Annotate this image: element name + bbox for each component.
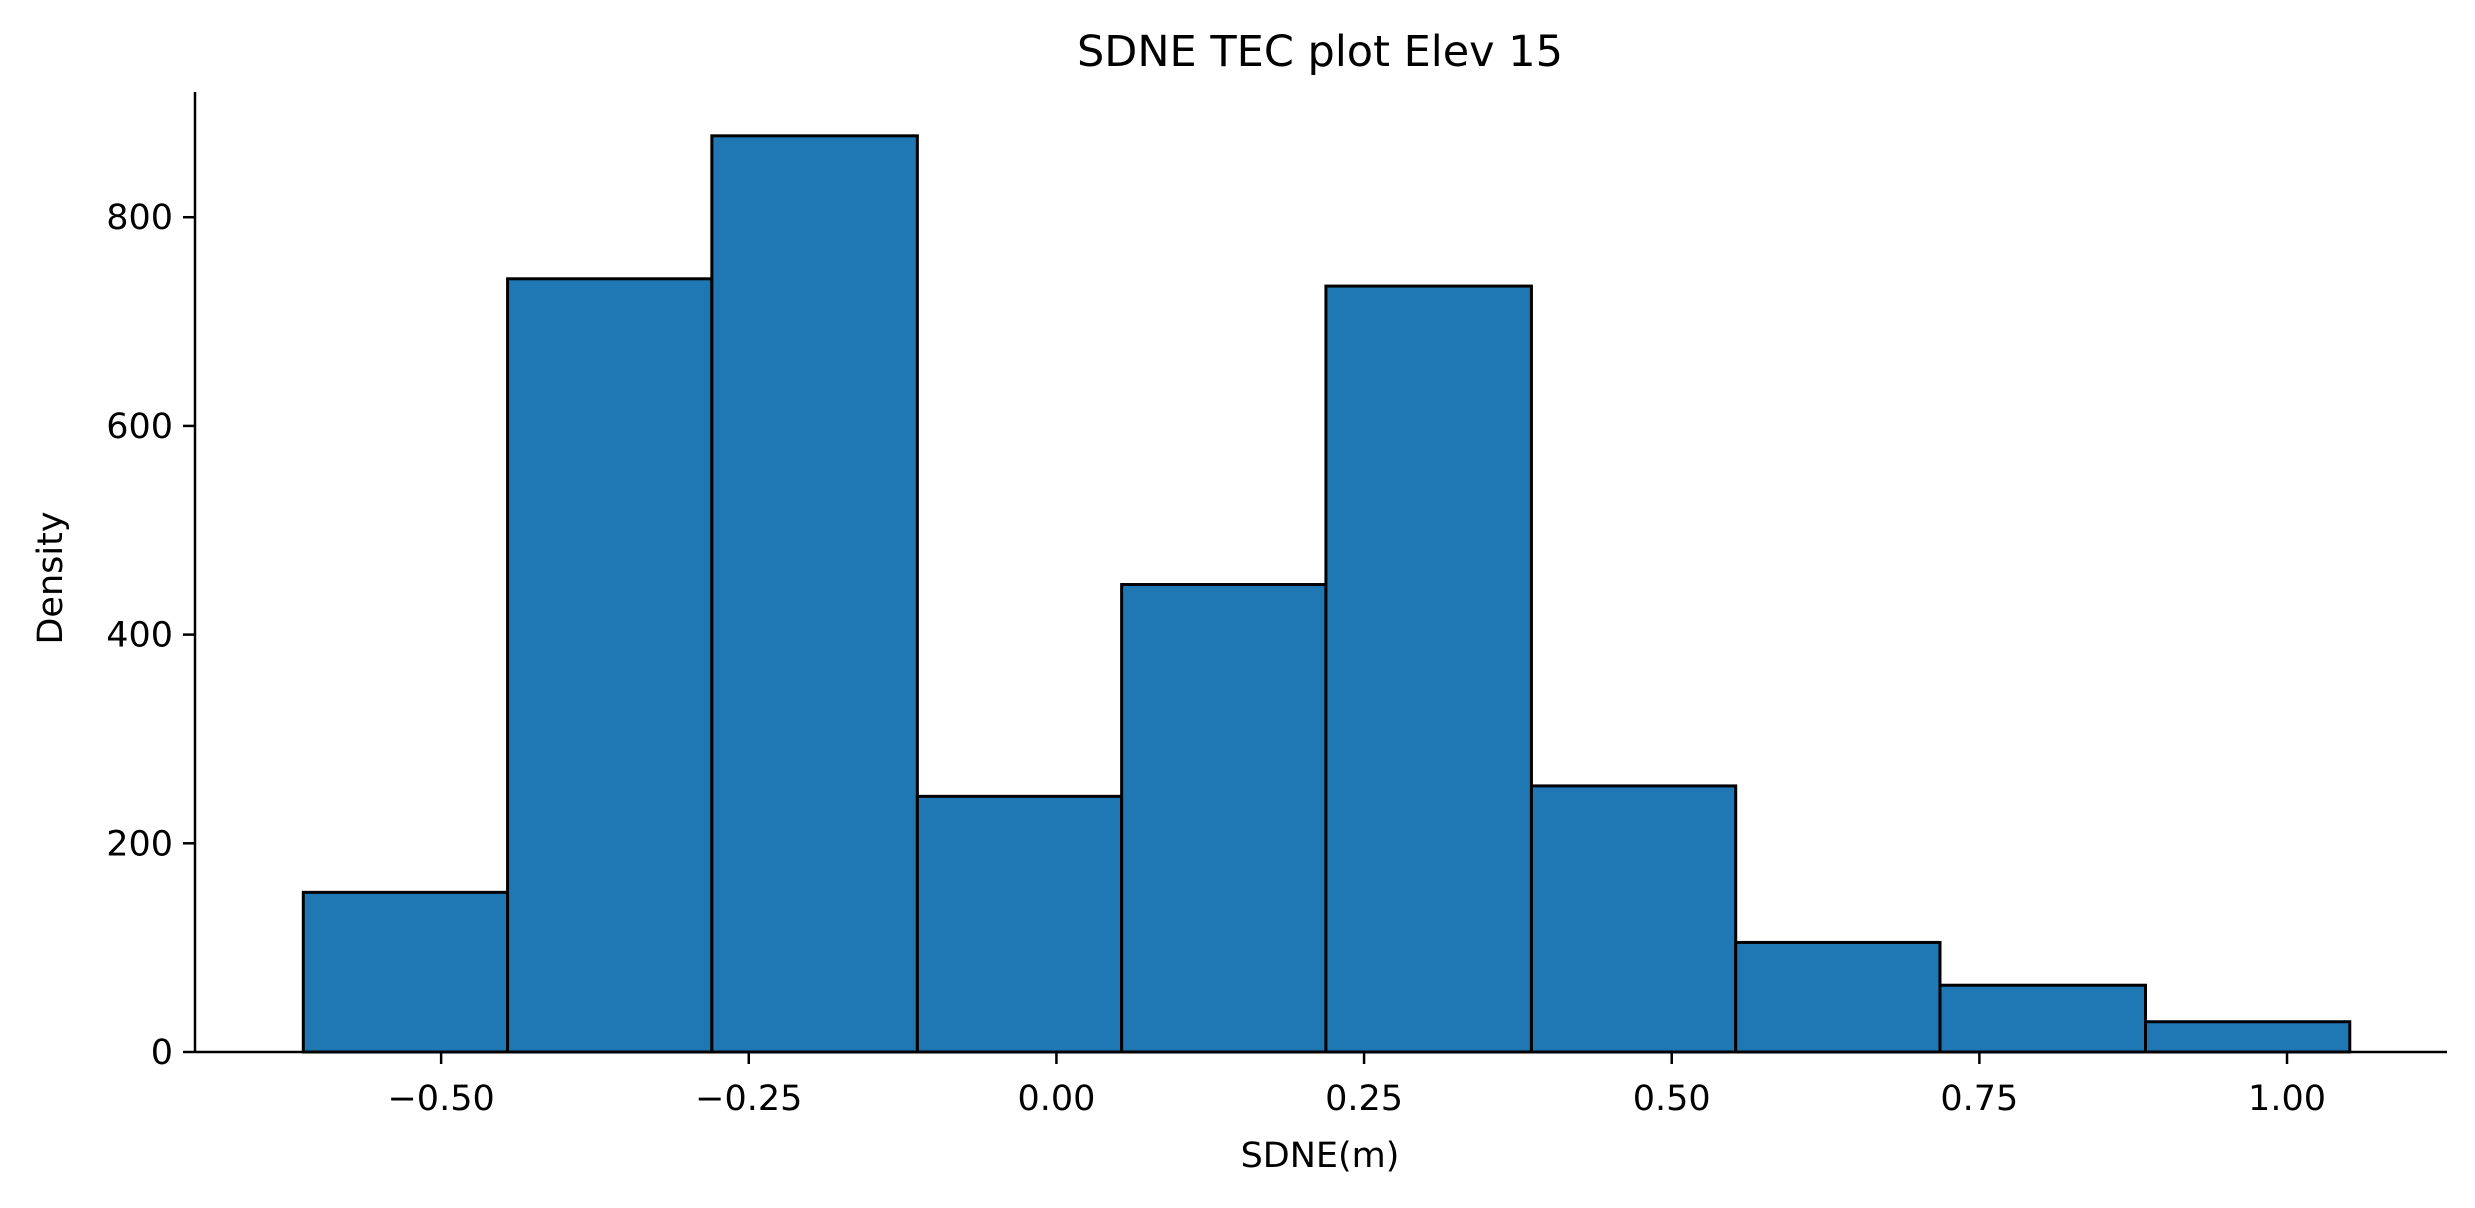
- histogram-bar: [915, 794, 1124, 1054]
- y-ticks-group: 0 200 400 600 800: [106, 198, 195, 1073]
- x-tick-label: 0.50: [1633, 1079, 1711, 1119]
- y-tick-label: 600: [106, 407, 173, 447]
- histogram-bar: [1529, 784, 1738, 1054]
- chart-title: SDNE TEC plot Elev 15: [1077, 27, 1563, 77]
- histogram-bar: [1938, 983, 2148, 1054]
- y-axis-label: Density: [31, 511, 71, 644]
- y-tick-label: 800: [106, 198, 173, 238]
- x-ticks-group: −0.50 −0.25 0.00 0.25 0.50 0.75 1.00: [387, 1052, 2326, 1119]
- histogram-bar: [1734, 940, 1942, 1054]
- x-tick-label: −0.50: [387, 1079, 494, 1119]
- x-tick-label: 1.00: [2248, 1079, 2326, 1119]
- y-tick-label: 400: [106, 616, 173, 656]
- histogram-bar: [506, 277, 714, 1054]
- x-tick-label: 0.00: [1017, 1079, 1095, 1119]
- histogram-bar: [1324, 284, 1533, 1054]
- histogram-bar: [2144, 1020, 2352, 1054]
- y-tick-label: 0: [151, 1033, 173, 1073]
- histogram-bar: [1120, 583, 1328, 1054]
- x-tick-label: −0.25: [695, 1079, 802, 1119]
- histogram-bar: [710, 134, 919, 1054]
- histogram-bar: [301, 890, 510, 1054]
- bars-group: [301, 134, 2352, 1054]
- x-tick-label: 0.75: [1940, 1079, 2018, 1119]
- x-axis-label: SDNE(m): [1241, 1136, 1400, 1176]
- y-tick-label: 200: [106, 824, 173, 864]
- x-tick-label: 0.25: [1325, 1079, 1403, 1119]
